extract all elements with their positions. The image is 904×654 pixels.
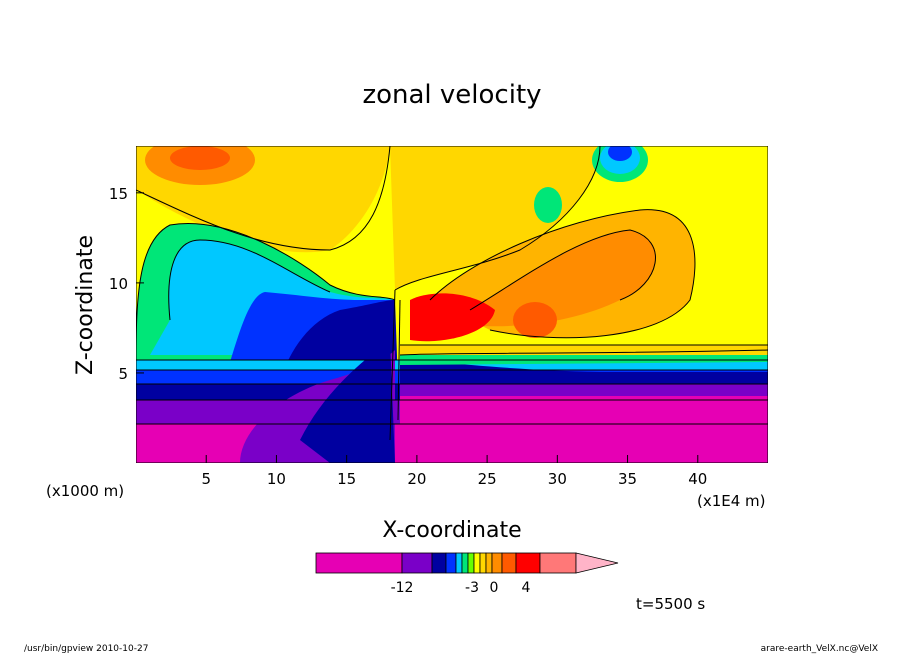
colorbar-tick-label: 4: [522, 580, 531, 596]
colorbar: [315, 552, 619, 574]
colorbar-cell: [473, 552, 481, 574]
colorbar-cell: [485, 552, 493, 574]
x-tick-label: 40: [688, 470, 707, 488]
colorbar-cell: [515, 552, 541, 574]
y-tick-label: 15: [109, 185, 128, 203]
y-axis-ticks: 5 10 15: [109, 185, 144, 383]
colorbar-cell: [479, 552, 487, 574]
colorbar-tick-label: 0: [490, 580, 499, 596]
colorbar-tick-label: -12: [391, 580, 414, 596]
x-scale-label: (x1E4 m): [697, 492, 766, 510]
colorbar-tick-labels: -12 -3 0 4: [391, 580, 531, 596]
colorbar-cell: [491, 552, 503, 574]
x-tick-label: 5: [201, 470, 211, 488]
x-tick-label: 30: [548, 470, 567, 488]
chart-title: zonal velocity: [362, 80, 541, 110]
colorbar-cell: [539, 552, 577, 574]
footer-right: arare-earth_VelX.nc@VelX: [761, 644, 878, 654]
x-axis-ticks: 5 10 15 20 25 30 35 40: [201, 455, 707, 488]
colorbar-cell: [445, 552, 457, 574]
colorbar-cell: [501, 552, 517, 574]
x-tick-label: 15: [337, 470, 356, 488]
colorbar-cell: [455, 552, 463, 574]
x-tick-label: 20: [407, 470, 426, 488]
x-axis-label: X-coordinate: [382, 518, 521, 543]
time-label: t=5500 s: [636, 595, 705, 613]
colorbar-tick-label: -3: [465, 580, 479, 596]
x-unit-label: (x1000 m): [46, 482, 124, 500]
x-tick-label: 10: [267, 470, 286, 488]
colorbar-cell: [315, 552, 403, 574]
colorbar-cell: [467, 552, 475, 574]
x-tick-label: 35: [618, 470, 637, 488]
colorbar-cell: [401, 552, 433, 574]
colorbar-arrow: [575, 552, 619, 574]
y-tick-label: 5: [118, 365, 128, 383]
y-axis-label: Z-coordinate: [73, 235, 98, 375]
colorbar-cell: [431, 552, 447, 574]
contour-field: [136, 146, 768, 463]
footer-left: /usr/bin/gpview 2010-10-27: [24, 644, 148, 654]
colorbar-cell: [461, 552, 469, 574]
x-tick-label: 25: [478, 470, 497, 488]
contour-lines: [136, 146, 768, 441]
y-tick-label: 10: [109, 275, 128, 293]
